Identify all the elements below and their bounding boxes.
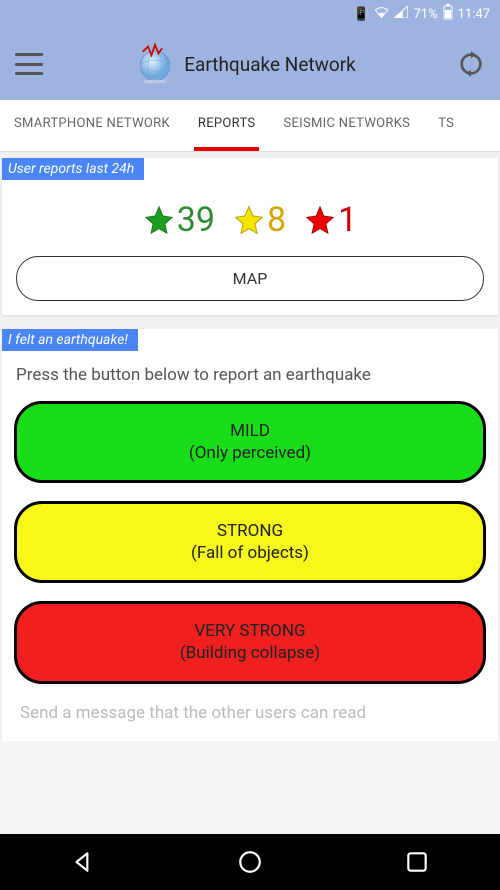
yellow-count: 8: [267, 200, 286, 240]
star-green: 39: [143, 200, 215, 240]
report-form-label: I felt an earthquake!: [2, 329, 138, 351]
footer-text: Send a message that the other users can …: [20, 702, 480, 726]
app-logo-icon: [134, 43, 176, 85]
battery-pct: 71%: [413, 7, 437, 22]
report-form-card: I felt an earthquake! Press the button b…: [2, 329, 498, 741]
verystrong-line2: (Building collapse): [27, 642, 473, 664]
refresh-icon[interactable]: [457, 50, 485, 78]
clock: 11:47: [458, 7, 490, 22]
verystrong-line1: VERY STRONG: [27, 620, 473, 642]
vibrate-icon: 📳: [353, 7, 369, 22]
strong-line1: STRONG: [27, 520, 473, 542]
stars-row: 39 8 1: [2, 200, 498, 240]
green-count: 39: [177, 200, 215, 240]
star-red: 1: [304, 200, 357, 240]
menu-icon[interactable]: [15, 53, 43, 75]
mild-line2: (Only perceived): [27, 442, 473, 464]
app-title: Earthquake Network: [184, 53, 356, 76]
report-strong-button[interactable]: STRONG (Fall of objects): [14, 501, 486, 583]
mild-line1: MILD: [27, 420, 473, 442]
star-icon-green: [143, 204, 175, 236]
tabs: SMARTPHONE NETWORK REPORTS SEISMIC NETWO…: [0, 100, 500, 152]
content: User reports last 24h 39 8 1 MAP I felt …: [0, 152, 500, 741]
android-nav-bar: [0, 834, 500, 890]
star-icon-yellow: [233, 204, 265, 236]
strong-line2: (Fall of objects): [27, 542, 473, 564]
report-mild-button[interactable]: MILD (Only perceived): [14, 401, 486, 483]
map-button[interactable]: MAP: [16, 256, 484, 301]
reports-summary-card: User reports last 24h 39 8 1 MAP: [2, 158, 498, 315]
star-icon-red: [304, 204, 336, 236]
status-bar: 📳 71% 11:47: [0, 0, 500, 28]
signal-icon: [394, 6, 408, 22]
nav-recent-icon[interactable]: [404, 849, 430, 875]
battery-icon: [443, 4, 453, 24]
tab-smartphone-network[interactable]: SMARTPHONE NETWORK: [0, 100, 184, 151]
wifi-icon: [374, 6, 389, 22]
report-verystrong-button[interactable]: VERY STRONG (Building collapse): [14, 601, 486, 683]
red-count: 1: [338, 200, 357, 240]
tab-reports[interactable]: REPORTS: [184, 100, 270, 151]
app-title-wrap: Earthquake Network: [45, 43, 445, 85]
nav-back-icon[interactable]: [70, 849, 96, 875]
reports-summary-label: User reports last 24h: [2, 158, 144, 180]
app-bar: Earthquake Network: [0, 28, 500, 100]
tab-ts[interactable]: TS: [424, 100, 468, 151]
status-icons: 📳 71% 11:47: [353, 4, 490, 24]
report-instruction: Press the button below to report an eart…: [16, 365, 484, 385]
nav-home-icon[interactable]: [237, 849, 263, 875]
tab-seismic-networks[interactable]: SEISMIC NETWORKS: [269, 100, 424, 151]
star-yellow: 8: [233, 200, 286, 240]
